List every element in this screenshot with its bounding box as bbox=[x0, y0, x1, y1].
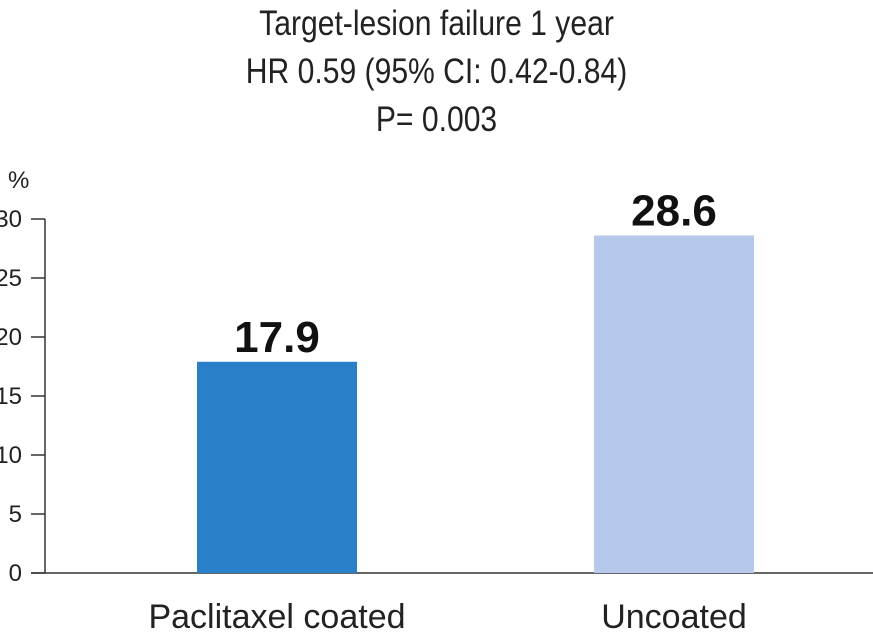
y-tick-label: 20 bbox=[0, 324, 22, 351]
x-category-label: Uncoated bbox=[601, 598, 747, 636]
y-tick-label: 0 bbox=[9, 560, 22, 587]
y-tick-label: 10 bbox=[0, 442, 22, 469]
bar-1 bbox=[197, 361, 357, 573]
chart-title-line-2: HR 0.59 (95% CI: 0.42-0.84) bbox=[245, 52, 628, 91]
y-axis-unit-label: % bbox=[8, 167, 29, 194]
bar-2 bbox=[594, 235, 754, 573]
y-tick-label: 25 bbox=[0, 265, 22, 292]
chart-title-line-1: Target-lesion failure 1 year bbox=[259, 4, 614, 43]
y-tick-label: 15 bbox=[0, 383, 22, 410]
y-tick-label: 5 bbox=[9, 501, 22, 528]
bar-data-label: 17.9 bbox=[234, 313, 320, 362]
chart-title-line-3: P= 0.003 bbox=[375, 100, 498, 139]
bar-data-label: 28.6 bbox=[631, 187, 717, 236]
y-tick-label: 30 bbox=[0, 206, 22, 233]
x-category-label: Paclitaxel coated bbox=[148, 598, 405, 636]
chart-title: Target-lesion failure 1 year HR 0.59 (95… bbox=[0, 0, 873, 144]
